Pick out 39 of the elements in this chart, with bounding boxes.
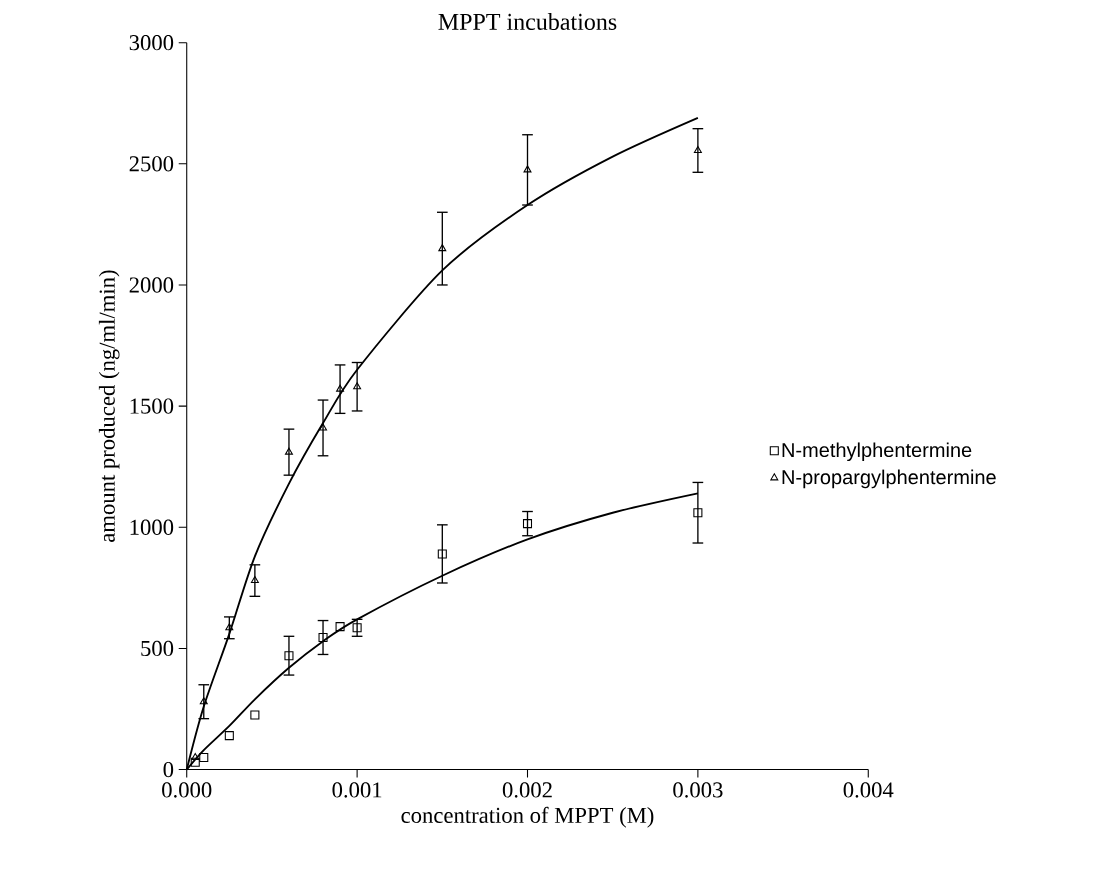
point xyxy=(437,549,447,559)
point xyxy=(335,622,345,632)
x-tick-label: 0.000 xyxy=(162,782,212,798)
point xyxy=(250,576,259,584)
x-tick-label: 0.003 xyxy=(673,782,723,798)
point xyxy=(336,384,345,392)
point xyxy=(438,244,447,252)
point xyxy=(191,753,200,761)
point xyxy=(318,633,328,643)
point xyxy=(224,731,234,741)
y-tick-label: 1000 xyxy=(130,519,174,536)
y-tick-label: 500 xyxy=(141,640,174,657)
point xyxy=(190,757,200,768)
legend-label: N-methylphentermine xyxy=(782,442,972,462)
point xyxy=(522,519,533,529)
x-tick-label: 0.002 xyxy=(502,782,552,798)
x-tick-label: 0.001 xyxy=(332,782,382,798)
point xyxy=(353,382,362,390)
legend-label: N-propargylphentermine xyxy=(782,469,996,489)
point xyxy=(523,165,532,173)
point xyxy=(225,623,234,631)
point xyxy=(199,753,209,763)
y-tick-label: 2500 xyxy=(129,156,174,172)
y-tick-label: 1500 xyxy=(130,398,174,414)
y-tick-label: 3000 xyxy=(129,35,174,51)
y-tick-label: 2000 xyxy=(129,277,174,293)
point xyxy=(319,423,328,431)
point xyxy=(693,146,702,154)
point xyxy=(284,447,293,455)
point xyxy=(199,697,208,705)
x-tick-label: 0.004 xyxy=(843,782,894,798)
point xyxy=(250,710,260,720)
point xyxy=(352,623,362,633)
y-tick-label: 0 xyxy=(163,762,174,778)
y-axis-title: amount produced (ng/ml/min) xyxy=(98,270,120,543)
x-axis-title: concentration of MPPT (M) xyxy=(401,807,654,828)
point xyxy=(693,508,703,518)
point xyxy=(284,651,294,661)
chart-title: MPPT incubations xyxy=(438,13,617,31)
